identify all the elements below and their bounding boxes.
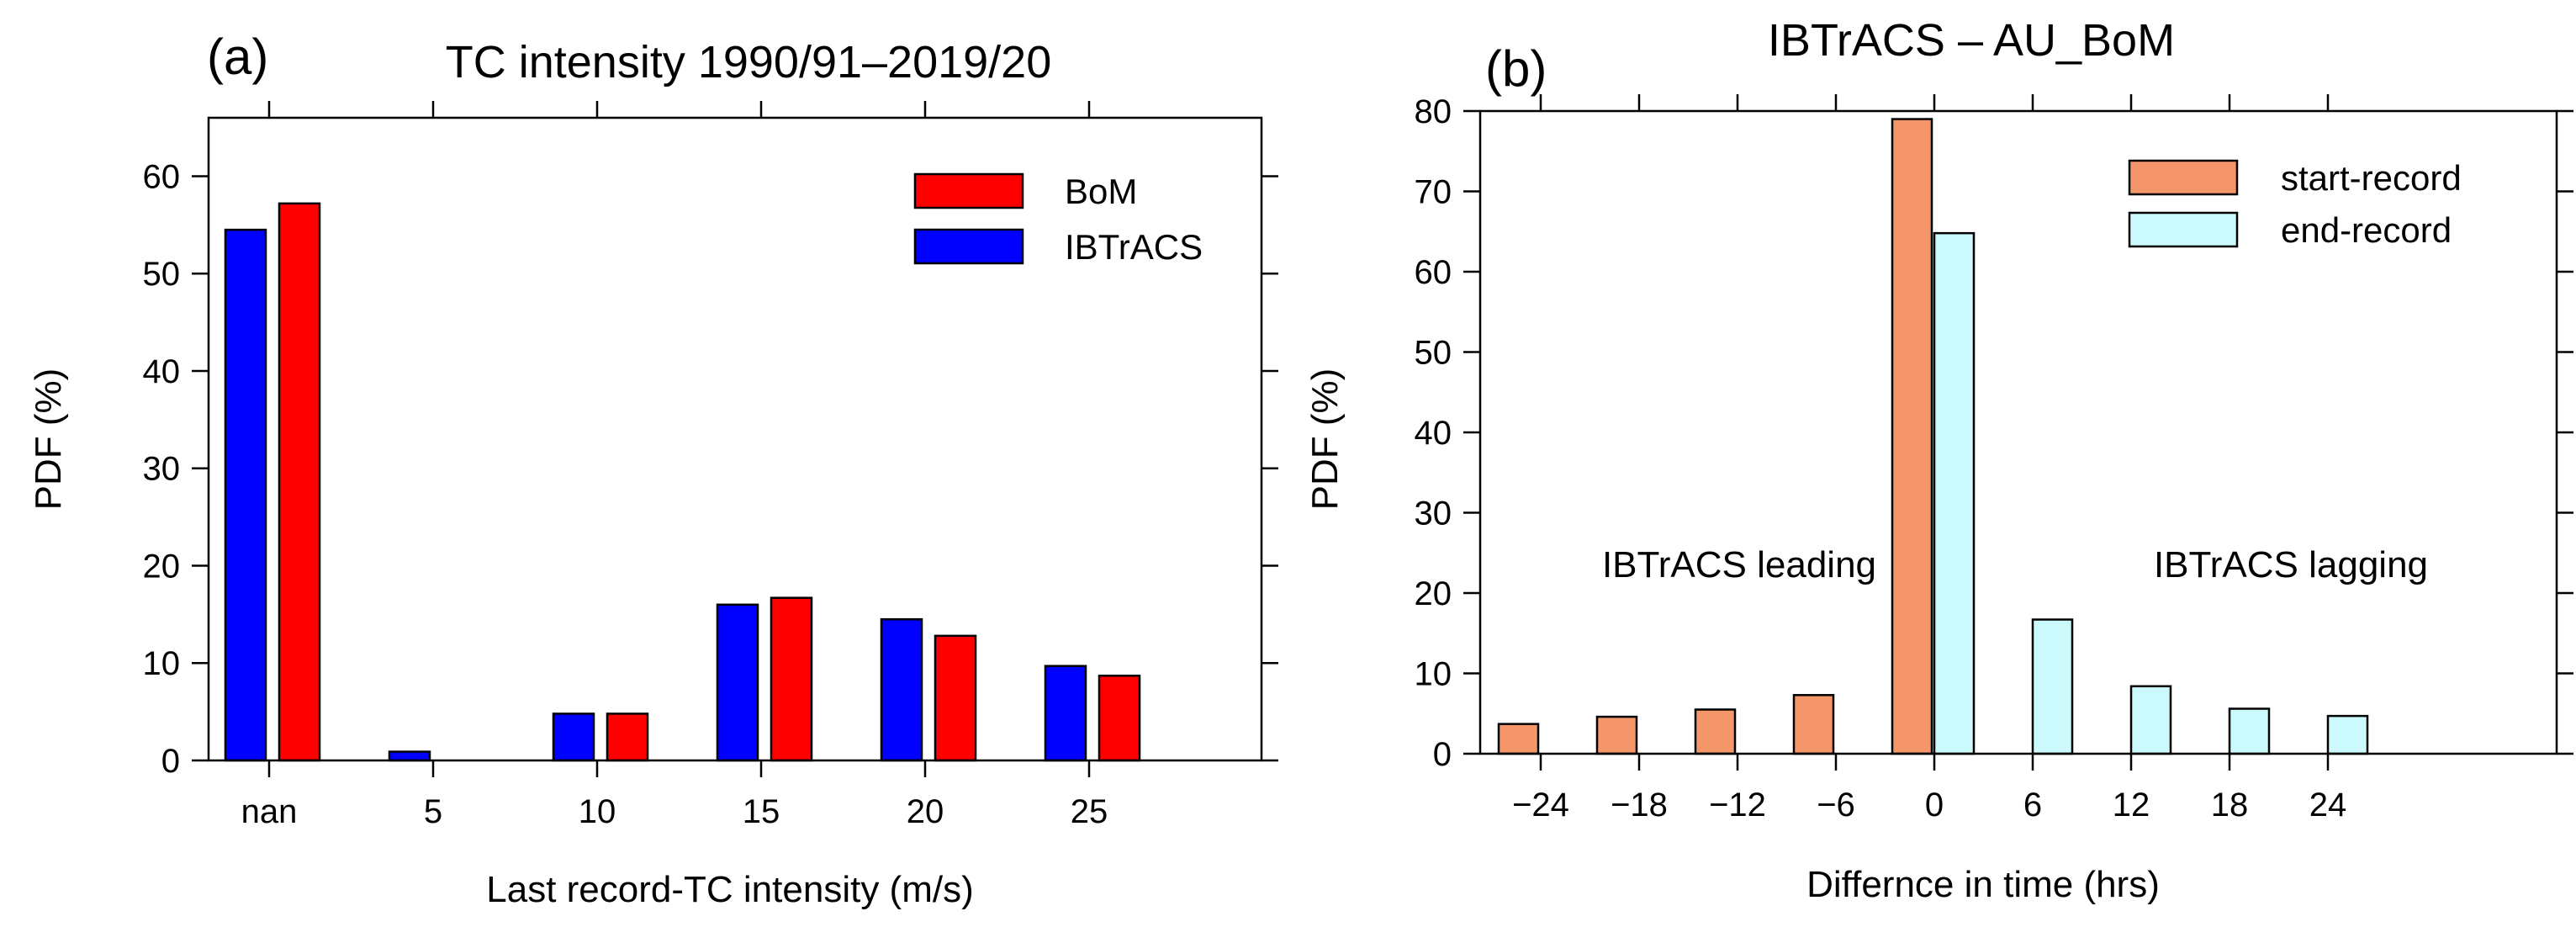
panel-a-bar-bom-2: [606, 712, 649, 762]
panel-b-ytick-label-3: 30: [1415, 495, 1452, 532]
panel-a-bar-ibtracs-5: [1044, 665, 1087, 762]
panel-b: 0 10 20 30 40 50 60 70 80 −24 −18 −12 −6 0 6 12 18 24 (b)…: [1304, 15, 2573, 905]
legend-label-bom: BoM: [1065, 172, 1137, 211]
panel-b-bar-start-record-4: [1891, 118, 1933, 755]
legend-swatch-bom: [913, 172, 1024, 209]
panel-a-ytick-label-3: 30: [143, 451, 181, 488]
legend-swatch-ibtracs: [913, 228, 1024, 265]
panel-b-ytick-label-5: 50: [1415, 335, 1452, 372]
panel-a-bar-ibtracs-4: [880, 617, 923, 762]
panel-b-ytick-label-7: 70: [1415, 174, 1452, 211]
panel-b-ytick-label-4: 40: [1415, 415, 1452, 452]
panel-b-bar-end-record-4: [1933, 231, 1976, 755]
panel-a: 0 10 20 30 40 50 60 nan 5 10 15 20 25 (a) TC intensi…: [28, 29, 1278, 910]
panel-b-xtick-label-8: 24: [2309, 787, 2347, 824]
panel-b-xtick-label-4: 0: [1925, 787, 1944, 824]
panel-a-xtick-label-1: 5: [424, 793, 442, 830]
panel-b-bar-start-record-3: [1792, 694, 1835, 755]
panel-a-ytick-label-2: 20: [143, 548, 181, 585]
panel-a-bar-bom-4: [934, 634, 977, 762]
panel-b-xtick-label-6: 12: [2113, 787, 2150, 824]
panel-a-label: (a): [207, 29, 268, 85]
panel-b-ylabel: PDF (%): [1304, 368, 1346, 511]
panel-b-bar-end-record-7: [2228, 707, 2271, 755]
panel-b-xtick-label-5: 6: [2023, 787, 2042, 824]
panel-b-ytick-label-6: 60: [1415, 254, 1452, 291]
panel-a-bar-bom-3: [770, 596, 813, 762]
panel-a-axes: 0 10 20 30 40 50 60 nan 5 10 15 20 25: [143, 101, 1278, 830]
panel-b-ytick-label-8: 80: [1415, 93, 1452, 130]
panel-a-xtick-label-2: 10: [579, 793, 616, 830]
panel-b-xlabel: Differnce in time (hrs): [1806, 864, 2160, 905]
panel-a-ytick-label-0: 0: [161, 743, 180, 780]
panel-b-axes: 0 10 20 30 40 50 60 70 80 −24 −18 −12 −6 0 6 12 18 24: [1415, 93, 2573, 824]
panel-b-bar-end-record-5: [2031, 618, 2074, 755]
panel-b-legend: start-record end-record: [2128, 158, 2462, 250]
panel-b-xtick-label-3: −6: [1817, 787, 1855, 824]
panel-b-ytick-label-0: 0: [1433, 736, 1452, 773]
panel-a-title: TC intensity 1990/91–2019/20: [446, 37, 1052, 87]
panel-b-plot-frame: [1478, 109, 2558, 755]
legend-label-start-record: start-record: [2281, 158, 2462, 198]
panel-b-bar-end-record-6: [2129, 685, 2172, 755]
panel-b-ytick-label-2: 20: [1415, 575, 1452, 612]
panel-a-xtick-label-0: nan: [241, 793, 298, 830]
panel-a-bar-bom-0: [278, 202, 321, 762]
panel-b-bar-start-record-2: [1694, 708, 1737, 755]
panel-a-legend: BoM IBTrACS: [913, 172, 1203, 267]
panel-a-bar-ibtracs-0: [224, 228, 267, 762]
panel-a-ylabel: PDF (%): [28, 368, 69, 511]
panel-b-xtick-label-2: −12: [1709, 787, 1766, 824]
panel-a-bar-bom-5: [1098, 675, 1141, 762]
panel-b-xtick-label-1: −18: [1611, 787, 1668, 824]
panel-b-bar-end-record-8: [2326, 714, 2369, 755]
panel-a-xtick-label-3: 15: [743, 793, 780, 830]
panel-a-xlabel: Last record-TC intensity (m/s): [486, 869, 973, 910]
panel-a-ytick-label-1: 10: [143, 645, 181, 682]
panel-a-ytick-label-5: 50: [143, 256, 181, 293]
panel-b-bars: [1497, 118, 2369, 755]
panel-a-bar-ibtracs-1: [388, 750, 431, 762]
panel-a-bar-ibtracs-3: [716, 603, 759, 762]
annotation-leading: IBTrACS leading: [1602, 544, 1876, 585]
panel-b-xtick-label-7: 18: [2211, 787, 2249, 824]
annotation-lagging: IBTrACS lagging: [2154, 544, 2428, 585]
panel-a-plot-frame: [207, 116, 1263, 762]
panel-a-bars: [224, 202, 1141, 762]
panel-a-bar-ibtracs-2: [552, 712, 595, 762]
panel-b-title: IBTrACS – AU_BoM: [1768, 15, 2175, 66]
legend-swatch-end-record: [2128, 211, 2239, 248]
panel-b-xtick-label-0: −24: [1512, 787, 1569, 824]
panel-b-bar-start-record-0: [1497, 723, 1540, 755]
panel-a-xtick-label-4: 20: [907, 793, 944, 830]
panel-b-ytick-label-1: 10: [1415, 656, 1452, 693]
legend-label-end-record: end-record: [2281, 210, 2452, 250]
panel-b-bar-start-record-1: [1595, 715, 1638, 755]
panel-b-label: (b): [1485, 40, 1547, 97]
panel-a-ytick-label-6: 60: [143, 158, 181, 195]
legend-label-ibtracs: IBTrACS: [1065, 227, 1203, 267]
legend-swatch-start-record: [2128, 159, 2239, 196]
panel-a-ytick-label-4: 40: [143, 353, 181, 390]
panel-a-xtick-label-5: 25: [1071, 793, 1108, 830]
